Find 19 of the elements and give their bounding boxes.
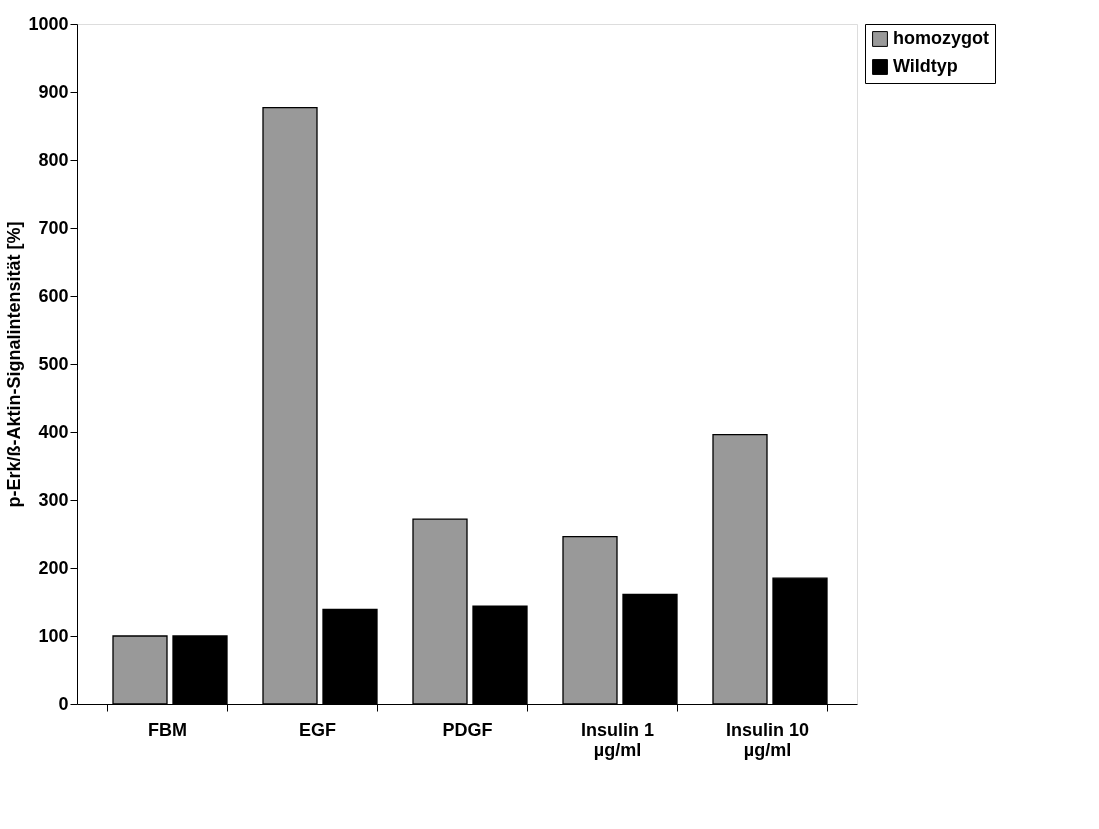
y-tick-label: 400	[38, 421, 69, 442]
legend-label: homozygot	[893, 28, 989, 48]
legend-label: Wildtyp	[893, 56, 958, 76]
y-tick-label: 800	[38, 149, 69, 170]
y-tick-label: 300	[38, 489, 69, 510]
x-tick-label: PDGF	[442, 719, 493, 740]
x-tick-label: EGF	[298, 719, 337, 740]
y-tick-label: 100	[38, 625, 69, 646]
y-tick-label: 600	[38, 285, 69, 306]
x-tick-label: Insulin 1 µg/ml	[580, 719, 655, 760]
y-tick-label: 700	[38, 217, 69, 238]
x-tick-label: Insulin 10 µg/ml	[725, 719, 810, 760]
y-tick-label: 0	[58, 693, 69, 714]
y-tick-label: 200	[38, 557, 69, 578]
x-tick-label: FBM	[148, 719, 187, 740]
y-tick-label: 1000	[28, 13, 69, 34]
y-tick-label: 900	[38, 81, 69, 102]
y-tick-label: 500	[38, 353, 69, 374]
y-axis-title: p-Erk/ß-Aktin-Signalintensität [%]	[4, 221, 25, 508]
